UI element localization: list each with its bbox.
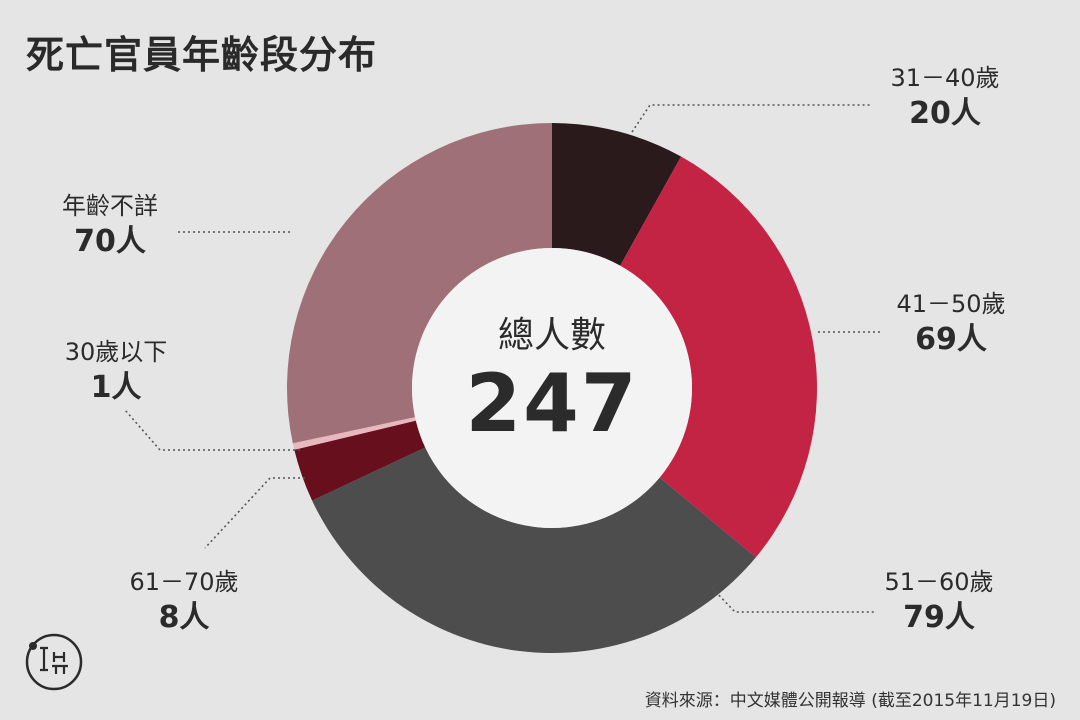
donut-slice xyxy=(312,447,756,653)
leader-line xyxy=(711,587,876,613)
leader-line xyxy=(204,477,305,549)
donut-slice xyxy=(552,123,682,266)
donut-slice xyxy=(620,156,817,558)
slice-label-41-50: 41－50歲 69人 xyxy=(876,288,1026,360)
donut-slices xyxy=(286,123,817,653)
publisher-logo xyxy=(25,633,83,691)
donut-slice xyxy=(286,123,552,444)
slice-count: 69人 xyxy=(915,322,987,357)
leader-lines xyxy=(124,104,880,613)
slice-count: 70人 xyxy=(74,224,146,259)
slice-count: 8人 xyxy=(158,600,210,635)
slice-label-51-60: 51－60歲 79人 xyxy=(864,566,1014,638)
slice-range: 31－40歲 xyxy=(890,64,1000,92)
center-summary: 總人數 247 xyxy=(413,282,691,450)
leader-line xyxy=(631,104,870,133)
data-source-note: 資料來源：中文媒體公開報導 (截至2015年11月19日) xyxy=(644,691,1056,711)
donut-center xyxy=(412,248,692,528)
slice-range: 61－70歲 xyxy=(129,568,239,596)
donut-slice xyxy=(292,417,416,450)
chart-title: 死亡官員年齡段分布 xyxy=(26,33,378,77)
slice-range: 年齡不詳 xyxy=(62,192,158,220)
slice-count: 79人 xyxy=(903,600,975,635)
slice-range: 41－50歲 xyxy=(896,290,1006,318)
slice-count: 1人 xyxy=(90,370,142,405)
slice-label-31-40: 31－40歲 20人 xyxy=(870,62,1020,134)
slice-range: 30歲以下 xyxy=(64,338,168,366)
slice-label-under-30: 30歲以下 1人 xyxy=(36,336,196,408)
slice-range: 51－60歲 xyxy=(884,568,994,596)
slice-count: 20人 xyxy=(909,96,981,131)
center-label: 總人數 xyxy=(497,315,606,356)
donut-slice xyxy=(294,420,426,501)
slice-label-61-70: 61－70歲 8人 xyxy=(109,566,259,638)
leader-line xyxy=(124,409,300,451)
slice-label-unknown: 年齡不詳 70人 xyxy=(30,190,190,262)
center-total: 247 xyxy=(465,357,639,450)
